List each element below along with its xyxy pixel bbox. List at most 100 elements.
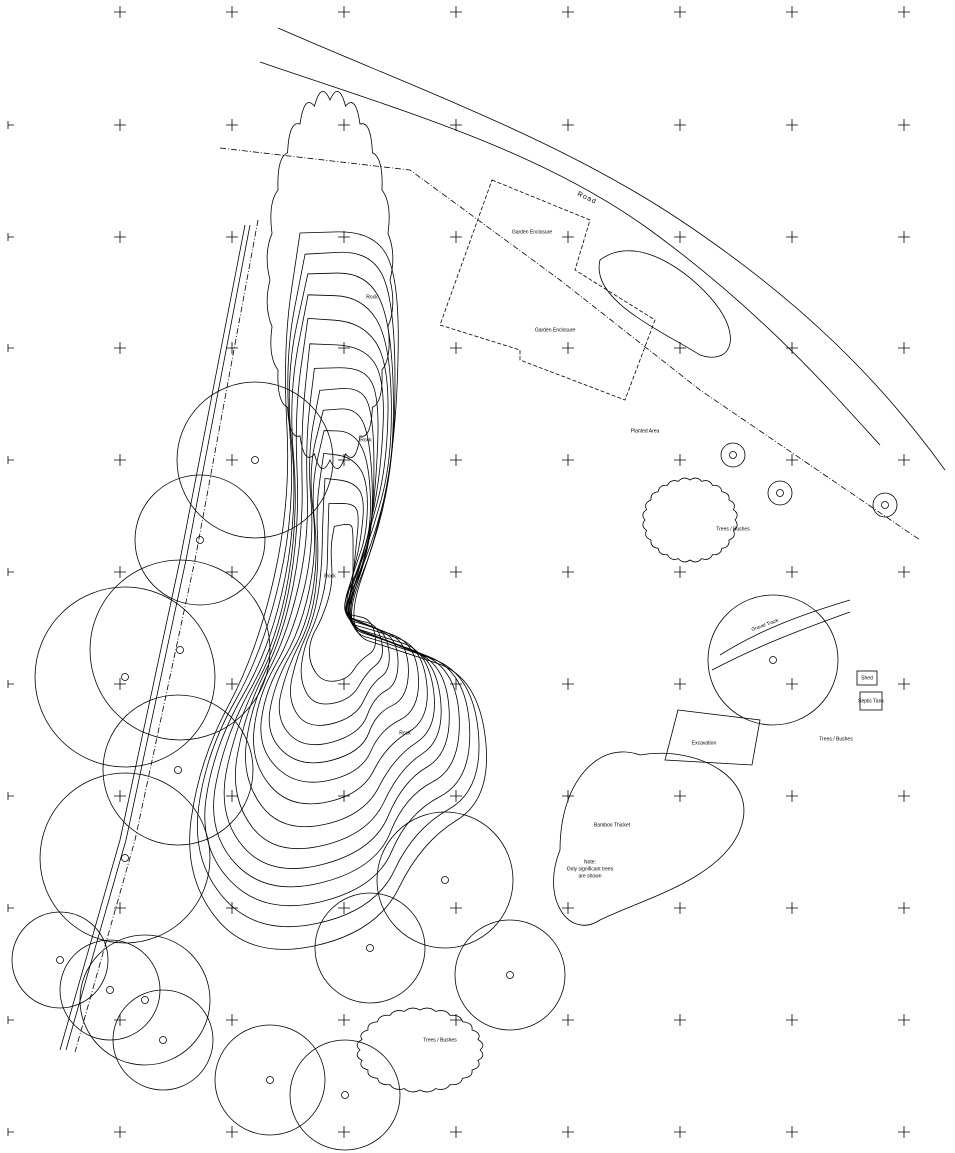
label: Septic Tank xyxy=(858,698,884,704)
grid-cross xyxy=(786,566,798,578)
label: Garden Enclosure xyxy=(535,327,576,333)
tree-trunk xyxy=(366,944,374,952)
grid-tick xyxy=(7,344,14,352)
grid-tick xyxy=(7,792,14,800)
grid-cross xyxy=(674,678,686,690)
grid-cross xyxy=(674,1126,686,1138)
contour xyxy=(268,430,409,764)
grid-tick xyxy=(7,1016,14,1024)
label: Rock xyxy=(366,294,378,300)
grid-cross xyxy=(674,790,686,802)
grid-cross xyxy=(898,342,910,354)
grid-cross xyxy=(562,342,574,354)
tree-canopy xyxy=(39,772,211,944)
tree-canopy xyxy=(34,586,216,768)
linework xyxy=(7,6,946,1151)
grid-cross xyxy=(786,1014,798,1026)
grid-cross xyxy=(562,231,574,243)
bush-edge xyxy=(553,751,745,926)
tree-canopy xyxy=(767,480,793,506)
label: Rock xyxy=(324,573,336,579)
railway xyxy=(65,224,251,1051)
grid-cross xyxy=(226,6,238,18)
bush-outline xyxy=(642,477,738,563)
tree-canopy xyxy=(214,1024,326,1136)
tree-trunk xyxy=(506,971,514,979)
railway xyxy=(74,219,259,1053)
grid-cross xyxy=(450,1126,462,1138)
contour xyxy=(309,523,376,682)
grid-cross xyxy=(562,6,574,18)
tree-trunk xyxy=(441,876,449,884)
contour xyxy=(196,251,480,928)
grid-cross xyxy=(562,902,574,914)
grid-cross xyxy=(338,902,350,914)
grid-cross xyxy=(450,119,462,131)
grid-cross xyxy=(562,454,574,466)
grid-cross xyxy=(226,678,238,690)
grid-cross xyxy=(898,119,910,131)
label: Garden Enclosure xyxy=(512,229,553,235)
grid-cross xyxy=(226,1126,238,1138)
grid-cross xyxy=(786,454,798,466)
tree-canopy xyxy=(289,1039,401,1151)
grid-tick xyxy=(7,680,14,688)
contour xyxy=(245,367,435,828)
grid-cross xyxy=(562,566,574,578)
grid-cross xyxy=(114,902,126,914)
road-edge xyxy=(259,61,881,446)
tree-trunk xyxy=(251,456,259,464)
grid-cross xyxy=(226,902,238,914)
label: Shed xyxy=(861,675,873,681)
label: Bamboo Thicket xyxy=(594,822,631,828)
tree-canopy xyxy=(707,594,839,726)
note: Note: xyxy=(584,859,596,865)
track xyxy=(711,611,851,671)
tank xyxy=(859,691,883,711)
grid-cross xyxy=(674,566,686,578)
tree-trunk xyxy=(266,1076,274,1084)
label: Trees / Bushes xyxy=(819,736,853,742)
grid-cross xyxy=(562,119,574,131)
tree-canopy xyxy=(79,934,211,1066)
grid-cross xyxy=(898,1126,910,1138)
grid-cross xyxy=(450,902,462,914)
grid-cross xyxy=(674,454,686,466)
grid-cross xyxy=(114,1126,126,1138)
contour xyxy=(204,272,471,907)
grid-cross xyxy=(898,678,910,690)
grid-cross xyxy=(898,454,910,466)
tree-canopy xyxy=(89,559,271,741)
grid-cross xyxy=(338,790,350,802)
grid-cross xyxy=(898,6,910,18)
tree-trunk xyxy=(881,501,889,509)
grid-tick xyxy=(7,121,14,129)
grid-cross xyxy=(338,566,350,578)
grid-cross xyxy=(450,231,462,243)
tree-canopy xyxy=(102,694,254,846)
grid-cross xyxy=(114,790,126,802)
grid-cross xyxy=(562,1126,574,1138)
grid-cross xyxy=(674,119,686,131)
grid-cross xyxy=(674,231,686,243)
tree-canopy xyxy=(176,381,334,539)
tree-trunk xyxy=(56,956,64,964)
contour xyxy=(290,478,390,726)
bush-outline xyxy=(356,1007,484,1093)
contour xyxy=(223,317,450,869)
grid-cross xyxy=(786,678,798,690)
label: Excavation xyxy=(692,740,717,746)
grid-cross xyxy=(114,231,126,243)
tree-trunk xyxy=(174,766,182,774)
note: are shown xyxy=(578,873,601,879)
grid-cross xyxy=(786,342,798,354)
shed xyxy=(856,670,878,686)
grid-tick xyxy=(7,456,14,464)
grid-cross xyxy=(674,1014,686,1026)
grid-tick xyxy=(7,904,14,912)
grid-cross xyxy=(898,566,910,578)
enclosure xyxy=(439,179,656,401)
grid-tick xyxy=(7,568,14,576)
grid-cross xyxy=(226,790,238,802)
